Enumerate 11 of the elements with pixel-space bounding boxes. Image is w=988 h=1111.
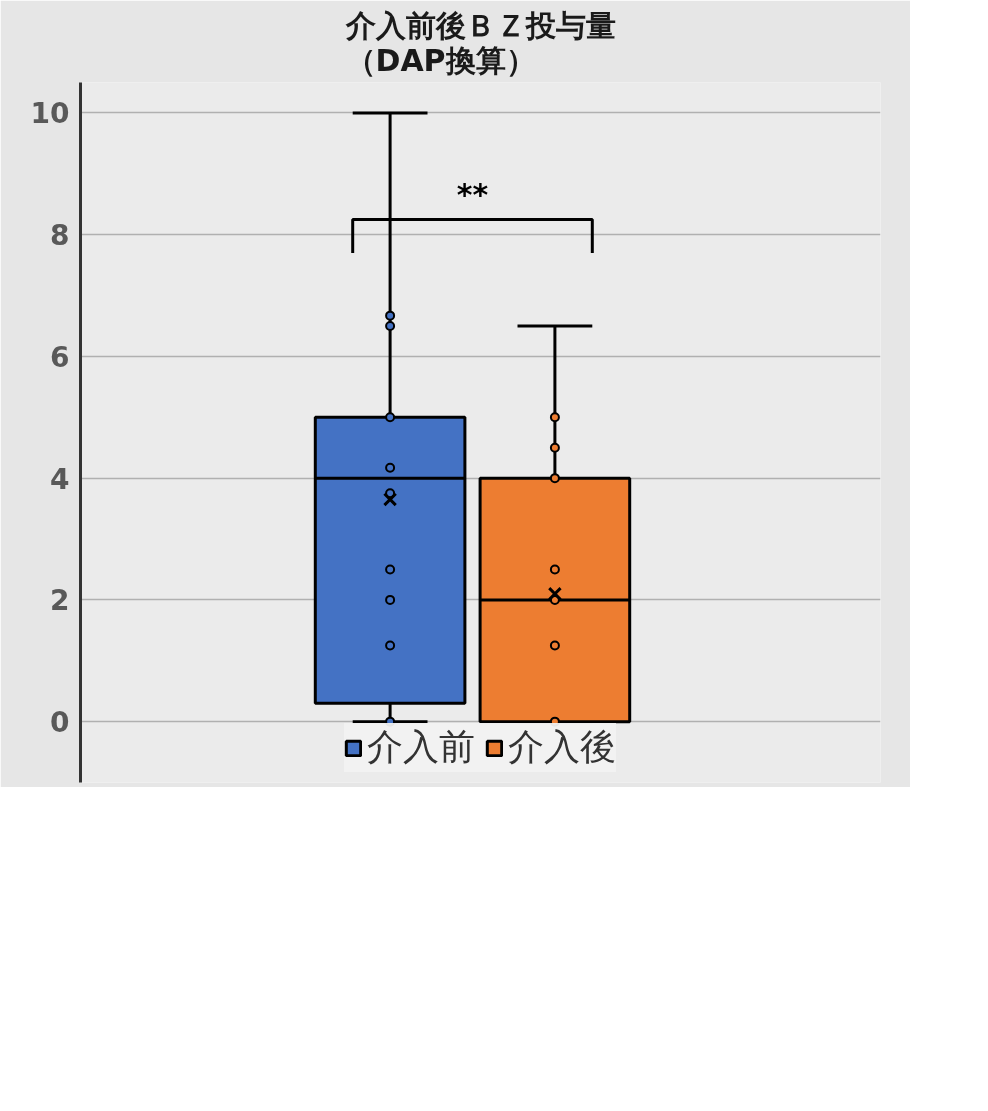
y-tick-label: 8	[50, 219, 70, 253]
legend-label: 介入前	[367, 725, 475, 769]
y-tick-label: 4	[50, 462, 70, 496]
y-tick-label: 0	[50, 706, 70, 740]
y-tick-label: 2	[50, 584, 70, 618]
chart-title: 介入前後ＢＺ投与量	[344, 7, 616, 43]
annotation: **	[456, 177, 489, 213]
y-tick-label: 6	[50, 340, 70, 374]
legend-label: 介入後	[508, 725, 616, 769]
y-tick-label: 10	[30, 97, 70, 131]
chart-subtitle: （DAP換算）	[345, 42, 536, 78]
